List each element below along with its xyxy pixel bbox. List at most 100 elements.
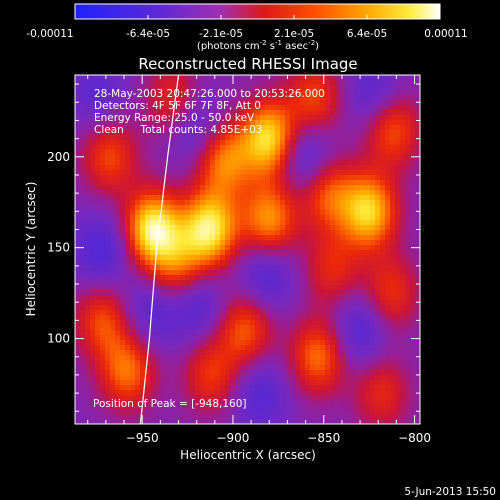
heatmap-cell xyxy=(185,270,191,276)
heatmap-cell xyxy=(235,150,241,156)
heatmap-cell xyxy=(215,240,221,246)
heatmap-cell xyxy=(150,135,156,141)
heatmap-cell xyxy=(150,265,156,271)
heatmap-cell xyxy=(255,325,261,331)
heatmap-cell xyxy=(150,165,156,171)
heatmap-cell xyxy=(185,115,191,121)
heatmap-cell xyxy=(395,320,401,326)
heatmap-cell xyxy=(145,215,151,221)
heatmap-cell xyxy=(200,310,206,316)
heatmap-cell xyxy=(340,395,346,401)
heatmap-cell xyxy=(105,380,111,386)
heatmap-cell xyxy=(165,75,171,81)
heatmap-cell xyxy=(250,80,256,86)
heatmap-cell xyxy=(260,335,266,341)
heatmap-cell xyxy=(330,310,336,316)
heatmap-cell xyxy=(185,310,191,316)
heatmap-cell xyxy=(410,410,416,416)
heatmap-cell xyxy=(130,390,136,396)
heatmap-cell xyxy=(80,100,86,106)
heatmap-cell xyxy=(180,400,186,406)
heatmap-cell xyxy=(390,225,396,231)
heatmap-cell xyxy=(135,240,141,246)
heatmap-cell xyxy=(175,110,181,116)
heatmap-cell xyxy=(265,80,271,86)
heatmap-cell xyxy=(220,245,226,251)
heatmap-cell xyxy=(75,90,81,96)
heatmap-cell xyxy=(295,305,301,311)
heatmap-cell xyxy=(315,390,321,396)
heatmap-cell xyxy=(75,355,81,361)
heatmap-cell xyxy=(390,270,396,276)
heatmap-cell xyxy=(335,225,341,231)
heatmap-cell xyxy=(275,135,281,141)
heatmap-cell xyxy=(205,165,211,171)
heatmap-cell xyxy=(120,205,126,211)
heatmap-cell xyxy=(365,360,371,366)
heatmap-cell xyxy=(120,400,126,406)
heatmap-cell xyxy=(345,285,351,291)
heatmap-cell xyxy=(155,415,161,421)
heatmap-cell xyxy=(250,385,256,391)
heatmap-cell xyxy=(185,285,191,291)
heatmap-cell xyxy=(245,90,251,96)
heatmap-cell xyxy=(250,395,256,401)
heatmap-cell xyxy=(240,100,246,106)
heatmap-cell xyxy=(415,395,420,401)
heatmap-cell xyxy=(380,230,386,236)
heatmap-cell xyxy=(405,420,411,424)
y-tick-label: 200 xyxy=(47,150,70,164)
heatmap-cell xyxy=(315,295,321,301)
heatmap-cell xyxy=(285,250,291,256)
heatmap-cell xyxy=(375,100,381,106)
colorbar-ticks xyxy=(74,15,441,19)
heatmap-cell xyxy=(350,80,356,86)
heatmap-cell xyxy=(90,225,96,231)
heatmap-cell xyxy=(230,195,236,201)
heatmap-cell xyxy=(375,95,381,101)
heatmap-cell xyxy=(295,95,301,101)
heatmap-cell xyxy=(205,170,211,176)
heatmap-cell xyxy=(230,130,236,136)
heatmap-cell xyxy=(365,250,371,256)
heatmap-cell xyxy=(230,240,236,246)
heatmap-cell xyxy=(375,195,381,201)
heatmap-cell xyxy=(385,85,391,91)
heatmap-cell xyxy=(305,175,311,181)
heatmap-cell xyxy=(270,130,276,136)
heatmap-cell xyxy=(240,185,246,191)
heatmap-cell xyxy=(220,105,226,111)
heatmap-cell xyxy=(215,185,221,191)
heatmap-cell xyxy=(110,285,116,291)
heatmap-cell xyxy=(205,240,211,246)
heatmap-cell xyxy=(270,335,276,341)
heatmap-cell xyxy=(260,415,266,421)
heatmap-cell xyxy=(145,145,151,151)
heatmap-cell xyxy=(75,340,81,346)
heatmap-cell xyxy=(400,345,406,351)
heatmap-cell xyxy=(175,375,181,381)
heatmap-cell xyxy=(240,300,246,306)
heatmap-cell xyxy=(400,95,406,101)
heatmap-cell xyxy=(320,80,326,86)
heatmap-cell xyxy=(220,360,226,366)
heatmap-cell xyxy=(330,320,336,326)
heatmap-cell xyxy=(415,385,420,391)
heatmap-cell xyxy=(195,405,201,411)
colorbar-tick-label: -0.00011 xyxy=(26,28,73,40)
heatmap-cell xyxy=(235,175,241,181)
heatmap-cell xyxy=(90,170,96,176)
heatmap-cell xyxy=(300,220,306,226)
heatmap-cell xyxy=(180,120,186,126)
heatmap-cell xyxy=(200,105,206,111)
heatmap-cell xyxy=(95,260,101,266)
heatmap-cell xyxy=(95,245,101,251)
heatmap-cell xyxy=(210,235,216,241)
heatmap-cell xyxy=(335,155,341,161)
heatmap-cell xyxy=(375,300,381,306)
heatmap-cell xyxy=(195,355,201,361)
heatmap-cell xyxy=(80,415,86,421)
heatmap-cell xyxy=(175,90,181,96)
heatmap-cell xyxy=(365,310,371,316)
heatmap-cell xyxy=(215,160,221,166)
